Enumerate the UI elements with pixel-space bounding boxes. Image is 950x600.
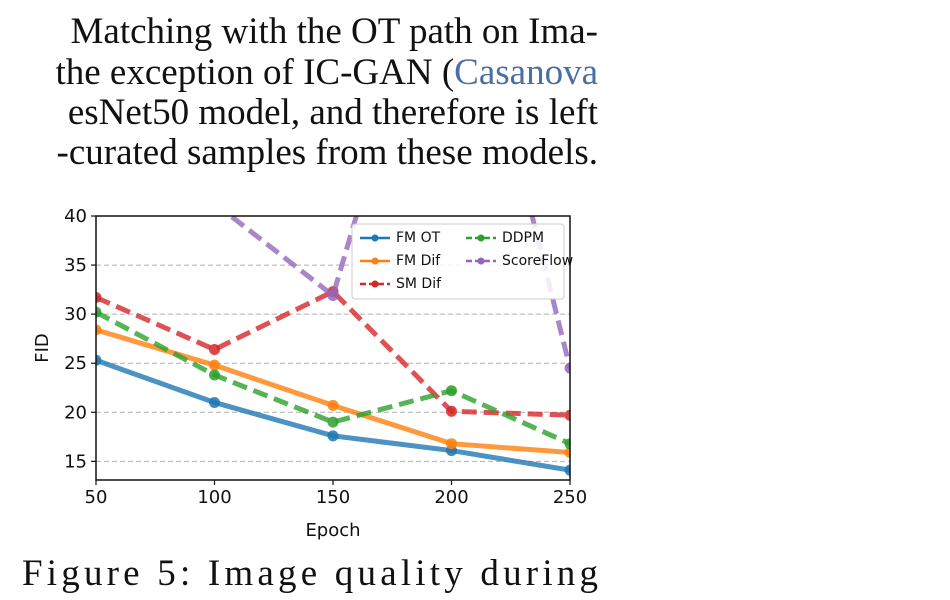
legend-label: DDPM [502, 230, 544, 246]
series-line [96, 288, 570, 418]
data-point [209, 396, 220, 408]
y-tick-label: 25 [64, 353, 87, 374]
x-tick-label: 250 [553, 487, 587, 508]
data-point [96, 306, 102, 318]
data-point [564, 362, 570, 374]
legend-marker [477, 257, 485, 265]
data-point [209, 369, 220, 381]
data-point [564, 447, 570, 459]
data-point [446, 385, 457, 397]
data-point [209, 198, 220, 209]
data-point [564, 438, 570, 450]
data-point [327, 399, 339, 411]
caption: Figure 5: Image quality during [22, 553, 598, 594]
y-axis-label: FID [32, 333, 53, 363]
citation-link[interactable]: Casanova [454, 52, 598, 93]
data-point [96, 354, 102, 366]
plot [96, 198, 570, 476]
x-tick-label: 150 [316, 487, 350, 508]
y-tick-label: 30 [64, 304, 87, 325]
data-point [446, 438, 457, 450]
body-line: Matching with the OT path on Ima- [71, 11, 599, 52]
legend-marker [371, 257, 379, 265]
series-line [96, 357, 570, 473]
data-point [96, 291, 102, 303]
legend-marker [371, 234, 379, 242]
data-point [564, 409, 570, 421]
legend-label: FM OT [396, 230, 441, 246]
legend-label: SM Dif [396, 276, 442, 292]
y-tick-label: 40 [64, 206, 87, 227]
y-tick-label: 15 [64, 451, 87, 472]
x-tick-label: 50 [85, 487, 108, 508]
axes: 15 20 25 30 35 40 50 100 150 200 250 [64, 206, 587, 508]
legend-marker [371, 280, 379, 288]
x-tick-label: 200 [434, 487, 468, 508]
x-axis-label: Epoch [305, 520, 360, 541]
body-line: esNet50 model, and therefore is left [68, 92, 599, 133]
data-point [209, 359, 220, 371]
body-line: -curated samples from these models. [57, 132, 598, 173]
legend-box [351, 223, 565, 300]
legend: FM OT FM Dif SM Dif DDPM ScoreFlow [351, 223, 573, 300]
data-point [327, 416, 339, 428]
legend-label: ScoreFlow [502, 253, 573, 269]
y-tick-label: 20 [64, 402, 87, 423]
series-line [96, 309, 570, 446]
legend-label: FM Dif [396, 253, 441, 269]
data-point [209, 343, 220, 355]
y-tick-label: 35 [64, 255, 87, 276]
data-point [446, 405, 457, 417]
body-line: the exception of IC-GAN (Casanova [55, 52, 598, 93]
data-point [96, 324, 102, 336]
legend-marker [477, 234, 485, 242]
data-point [564, 464, 570, 476]
text: the exception of IC-GAN ( [55, 52, 454, 93]
data-point [327, 289, 339, 301]
data-point [327, 430, 339, 442]
series-line [226, 216, 570, 369]
x-tick-label: 100 [197, 487, 231, 508]
